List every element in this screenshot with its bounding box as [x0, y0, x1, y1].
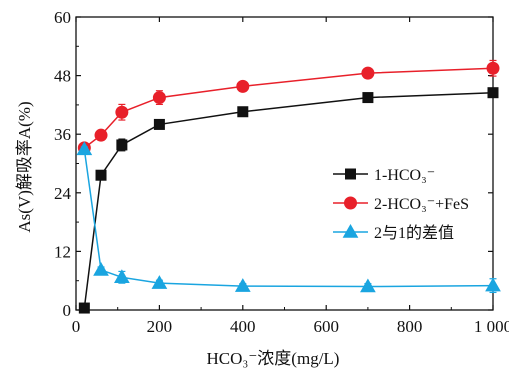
data-point — [237, 106, 249, 118]
data-point — [76, 141, 93, 156]
legend-marker — [345, 168, 356, 180]
legend-label: 2与1的差值 — [374, 224, 454, 242]
y-tick-label: 0 — [63, 301, 72, 320]
data-point — [485, 277, 501, 292]
legend-item-3: 2与1的差值 — [333, 223, 454, 242]
series-1 — [78, 87, 499, 314]
legend-label: 2-HCO₃⁻+FeS — [374, 196, 469, 213]
series-layer — [76, 59, 501, 314]
series-3 — [76, 141, 501, 294]
data-point — [236, 79, 250, 93]
y-tick-label: 24 — [54, 184, 72, 203]
data-point — [234, 278, 251, 292]
data-point — [151, 275, 168, 289]
y-axis-title: As(V)解吸率A(%) — [15, 101, 34, 232]
x-tick-label: 400 — [230, 317, 256, 336]
data-point — [116, 139, 128, 151]
y-tick-label: 48 — [54, 67, 71, 86]
x-tick-label: 1 000 — [474, 317, 509, 336]
axes: 0 200 400 600 800 1 000 0 12 24 36 48 60 — [54, 8, 509, 336]
x-tick-label: 200 — [147, 317, 173, 336]
data-point — [153, 118, 165, 130]
y-tick-label: 36 — [54, 125, 71, 144]
legend-item-1: 1-HCO₃⁻ — [333, 167, 435, 184]
legend-marker — [342, 223, 359, 238]
data-point — [78, 302, 90, 314]
data-point — [94, 128, 108, 142]
data-point — [487, 87, 499, 99]
data-point — [152, 91, 166, 105]
data-point — [360, 278, 376, 293]
y-tick-label: 12 — [54, 242, 71, 261]
x-axis-title: HCO₃⁻浓度(mg/L) — [207, 349, 340, 368]
data-point — [486, 61, 500, 75]
legend: 1-HCO₃⁻ 2-HCO₃⁻+FeS 2与1的差值 — [333, 167, 469, 242]
legend-marker — [344, 196, 357, 210]
data-point — [115, 105, 129, 119]
x-tick-label: 800 — [397, 317, 423, 336]
x-tick-label: 600 — [313, 317, 339, 336]
data-point — [362, 92, 374, 104]
data-point — [93, 261, 109, 276]
x-tick-label: 0 — [72, 317, 81, 336]
plot-frame — [75, 16, 494, 311]
y-tick-label: 60 — [54, 8, 71, 27]
series-line — [83, 67, 494, 149]
legend-item-2: 2-HCO₃⁻+FeS — [333, 196, 469, 213]
data-point — [114, 269, 130, 284]
data-point — [361, 66, 375, 80]
data-point — [95, 169, 107, 181]
legend-label: 1-HCO₃⁻ — [374, 167, 435, 184]
